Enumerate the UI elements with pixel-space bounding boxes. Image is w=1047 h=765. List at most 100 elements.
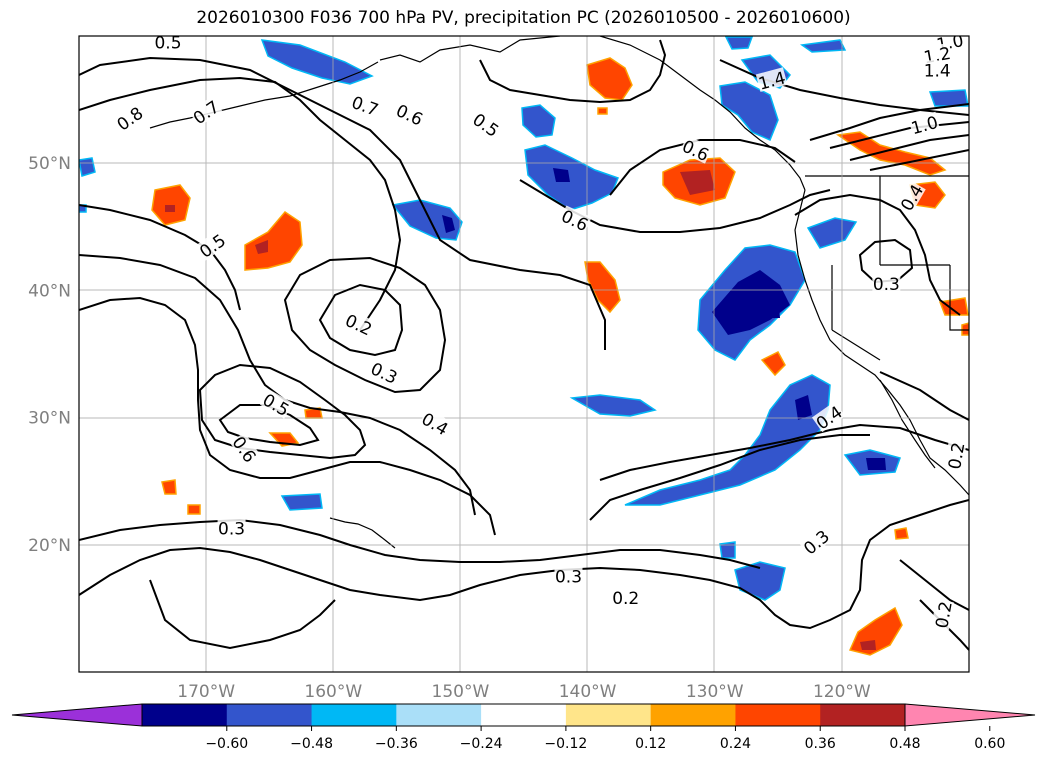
colorbar-tick-label: −0.12 xyxy=(544,736,587,752)
precip-positive-area xyxy=(161,479,177,495)
lat-tick-label: 40°N xyxy=(28,281,71,301)
lon-tick-label: 130°W xyxy=(686,682,744,702)
colorbar-tick-label: 0.24 xyxy=(720,736,751,752)
contour-label-background xyxy=(418,408,453,438)
pv-contour xyxy=(519,179,831,233)
contour-label-background xyxy=(896,180,926,214)
contour-label: 1.4 xyxy=(924,61,951,81)
contour-label-background xyxy=(112,102,146,134)
lat-tick-label: 50°N xyxy=(28,154,71,174)
contour-label: 0.3 xyxy=(873,275,900,295)
pv-contour xyxy=(79,499,969,630)
contour-label: 0.2 xyxy=(945,441,969,471)
precip-negative-area xyxy=(391,199,463,241)
lat-tick-label: 30°N xyxy=(28,409,71,429)
contour-label-background xyxy=(799,525,833,558)
aleutian-islands xyxy=(149,61,379,129)
contour-label-background xyxy=(259,389,294,419)
colorbar-segment xyxy=(820,704,906,726)
pv-contour xyxy=(809,103,969,141)
pv-contour xyxy=(869,149,969,171)
precip-shading xyxy=(79,36,969,656)
lat-tick-label: 20°N xyxy=(28,536,71,556)
precip-negative-area xyxy=(799,39,847,53)
precip-negative-area xyxy=(806,217,858,249)
pv-contour xyxy=(849,134,969,161)
contour-label-background xyxy=(154,36,182,51)
colorbar-tick-label: 0.36 xyxy=(805,736,836,752)
precip-positive-area xyxy=(187,504,201,515)
contour-label-background xyxy=(921,42,953,66)
precip-negative-core xyxy=(762,300,780,318)
contour-label-background xyxy=(368,358,402,387)
pv-contour xyxy=(829,121,969,149)
pv-contour xyxy=(79,296,496,536)
pv-contour xyxy=(198,363,367,460)
precip-negative-area xyxy=(719,541,736,559)
contour-label-background xyxy=(679,135,713,164)
lon-tick-label: 120°W xyxy=(813,682,871,702)
pv-contour xyxy=(79,76,402,331)
contour-label: 0.3 xyxy=(218,519,245,539)
lon-tick-label: 170°W xyxy=(177,682,235,702)
contour-label: 0.5 xyxy=(154,33,181,53)
colorbar-segment xyxy=(735,704,821,726)
latitude-axis-labels: 50°N 40°N 30°N 20°N xyxy=(28,154,71,556)
map-panel[interactable]: 0.50.8 0.7 0.7 0.6 0.50.50.60.60.20.30.40.50… xyxy=(79,30,969,672)
contour-label-background xyxy=(393,99,427,129)
precip-positive-area xyxy=(760,351,786,377)
hawaii-islands xyxy=(329,517,396,549)
precip-negative-area xyxy=(79,157,96,177)
pv-contour xyxy=(79,518,761,569)
pv-contour xyxy=(318,283,404,357)
precip-positive-area xyxy=(268,432,300,447)
state-borders xyxy=(831,176,969,361)
contour-label-background xyxy=(469,108,504,140)
pv-contour xyxy=(879,371,969,421)
precip-negative-core xyxy=(712,270,790,335)
us-west-coastline xyxy=(794,189,969,496)
colorbar-extend-low xyxy=(11,703,143,727)
pv-contour xyxy=(79,56,606,350)
pv-contour xyxy=(794,193,961,316)
contour-label-background xyxy=(944,440,967,471)
precip-positive-area xyxy=(680,170,715,195)
map-frame xyxy=(78,35,970,673)
precip-negative-area xyxy=(928,89,969,107)
pv-contour xyxy=(899,559,969,611)
contour-label-background xyxy=(755,67,788,92)
contour-label: 0.3 xyxy=(555,568,582,588)
colorbar-tick-label: −0.48 xyxy=(290,736,333,752)
precip-positive-area xyxy=(938,297,969,316)
contour-label-background xyxy=(349,91,382,119)
pv-contour xyxy=(589,434,870,521)
colorbar-segment xyxy=(481,704,567,726)
precip-negative-core xyxy=(866,458,886,470)
colorbar-tick-label: −0.24 xyxy=(460,736,503,752)
precip-positive-area xyxy=(255,240,268,254)
colorbar-tick-label: −0.60 xyxy=(205,736,248,752)
contour-label-background xyxy=(811,401,846,433)
precip-negative-core xyxy=(553,168,570,182)
pv-contour xyxy=(79,204,241,311)
precip-negative-area xyxy=(724,36,754,50)
precip-positive-area xyxy=(244,211,303,271)
precip-positive-area xyxy=(894,527,909,540)
colorbar-segment xyxy=(311,704,397,726)
precip-positive-area xyxy=(961,322,969,336)
precip-positive-area xyxy=(835,131,947,176)
contour-label-background xyxy=(554,566,583,585)
pv-contour xyxy=(149,579,336,650)
pv-contour xyxy=(283,256,447,394)
precip-positive-area xyxy=(597,107,608,115)
precip-negative-area xyxy=(260,39,374,85)
contour-label-background xyxy=(188,96,223,127)
contour-label-background xyxy=(195,229,229,261)
contour-label-background xyxy=(217,518,246,537)
precip-positive-area xyxy=(165,205,175,212)
contour-label-background xyxy=(558,205,592,234)
ocean-background xyxy=(79,36,969,672)
precip-negative-core xyxy=(795,395,812,420)
canada-coastline xyxy=(599,36,806,191)
contour-label-background xyxy=(931,599,954,630)
